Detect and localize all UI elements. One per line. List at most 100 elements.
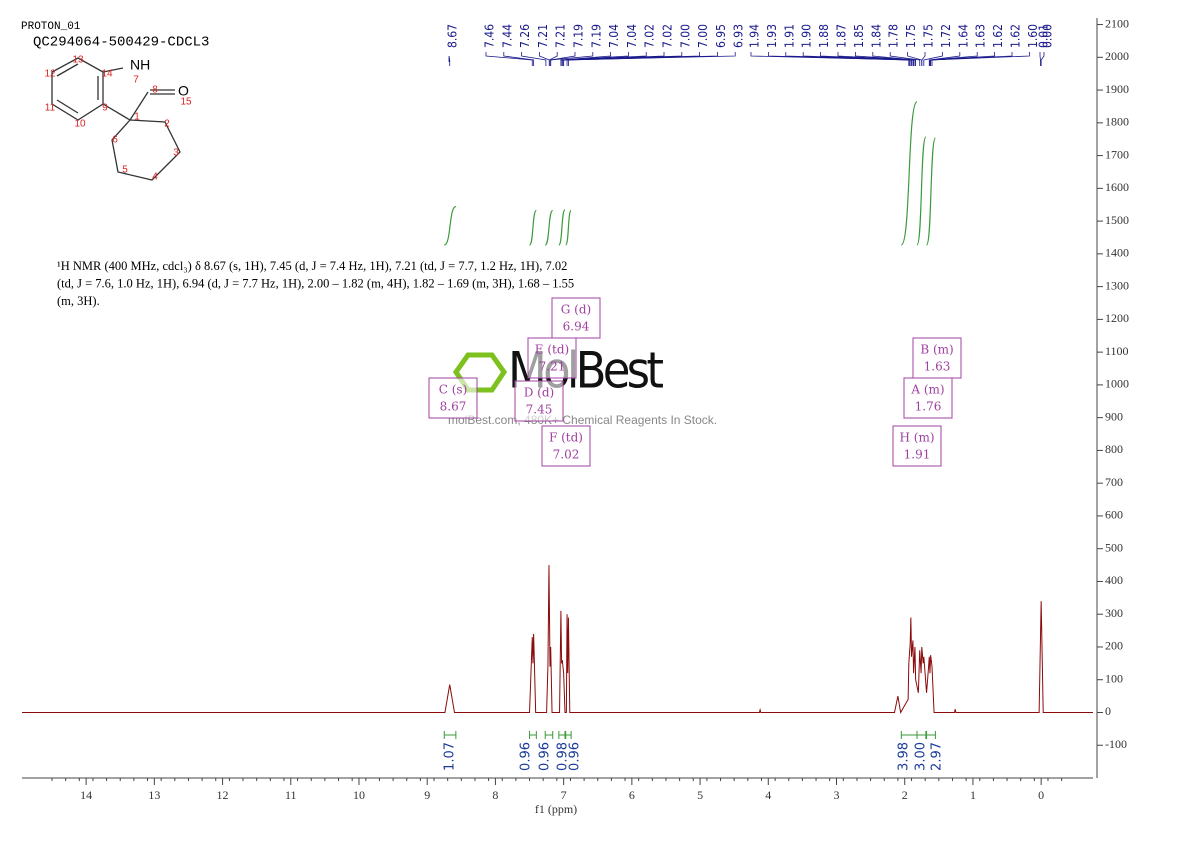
peak-label: 1.64 (956, 24, 970, 48)
x-tick-label: 1 (970, 788, 976, 802)
peak-label: 7.02 (661, 24, 675, 48)
y-tick-label: 1200 (1105, 311, 1129, 325)
peak-label: 1.94 (748, 24, 762, 48)
atom-number: 15 (180, 97, 192, 108)
peak-connector (564, 52, 700, 66)
peak-label: 7.26 (518, 24, 532, 48)
integral-label: 0.96 (519, 742, 534, 771)
multiplet-label: B (m) (920, 343, 953, 357)
tagline: molBest.com, 480K+ Chemical Reagents In … (448, 413, 717, 427)
y-tick-label: 1300 (1105, 278, 1129, 292)
integral-bracket (901, 731, 917, 739)
integral-label: 3.00 (914, 742, 929, 771)
y-tick-label: 0 (1105, 704, 1111, 718)
y-tick-label: -100 (1105, 737, 1127, 751)
x-tick-label: 6 (629, 788, 635, 802)
peak-connector (931, 52, 1012, 66)
multiplet-label: H (m) (899, 431, 934, 445)
atom-number: 6 (112, 135, 118, 146)
x-tick-label: 4 (765, 788, 771, 802)
atom-number: 5 (122, 165, 128, 176)
integral-curve (917, 137, 926, 245)
atom-number: 10 (74, 119, 86, 130)
peak-label: 1.85 (852, 24, 866, 48)
peak-label: 1.93 (765, 24, 779, 48)
x-tick-label: 0 (1038, 788, 1044, 802)
integral-curve (530, 210, 537, 245)
atom-number: 12 (44, 69, 56, 80)
peak-label: 1.90 (800, 24, 814, 48)
structure-bonds (52, 58, 180, 180)
y-tick-label: 1000 (1105, 377, 1129, 391)
y-tick-label: 600 (1105, 508, 1123, 522)
integral-bracket (530, 731, 537, 739)
y-tick-label: 400 (1105, 573, 1123, 587)
integral-label: 1.07 (443, 742, 458, 771)
atom-number: 13 (72, 55, 84, 66)
atom-number: 3 (173, 148, 179, 159)
y-tick-label: 200 (1105, 639, 1123, 653)
integral-label: 0.96 (538, 742, 553, 771)
peak-label: 7.21 (536, 24, 550, 48)
peak-label: 1.87 (835, 24, 849, 48)
peak-connector (932, 52, 1029, 66)
description-line: (m, 3H). (57, 294, 100, 308)
multiplet-shift: 6.94 (563, 320, 590, 334)
atom-number: 2 (164, 119, 170, 130)
integral-bracket (566, 731, 571, 739)
multiplet-label: C (s) (439, 383, 468, 397)
integral-curve (901, 102, 917, 245)
y-tick-label: 300 (1105, 606, 1123, 620)
atom-number: 1 (134, 112, 140, 123)
y-tick-label: 2000 (1105, 49, 1129, 63)
peak-label: 7.44 (500, 24, 514, 48)
integral-curve (927, 138, 936, 245)
peak-label: 7.00 (696, 24, 710, 48)
x-tick-label: 12 (217, 788, 229, 802)
x-tick-label: 10 (353, 788, 365, 802)
y-tick-label: 800 (1105, 442, 1123, 456)
peak-label: 6.93 (732, 24, 746, 48)
y-tick-label: 1500 (1105, 213, 1129, 227)
peak-label: 1.78 (887, 24, 901, 48)
multiplet-shift: 7.45 (526, 403, 553, 417)
integral-curve (444, 206, 456, 245)
y-tick-label: 1900 (1105, 82, 1129, 96)
integral-curve (559, 210, 565, 245)
peak-label: 7.04 (625, 24, 639, 48)
peak-label: 1.84 (869, 24, 883, 48)
peak-label: 1.62 (991, 24, 1005, 48)
peak-connector (1041, 52, 1044, 66)
atom-number: 8 (152, 85, 158, 96)
atom-label: NH (130, 57, 150, 73)
y-tick-label: 900 (1105, 409, 1123, 423)
x-tick-label: 9 (424, 788, 430, 802)
y-tick-label: 1600 (1105, 180, 1129, 194)
peak-label: 7.21 (554, 24, 568, 48)
y-tick-label: 1100 (1105, 344, 1129, 358)
multiplet-shift: 1.91 (904, 448, 931, 462)
peak-label: 7.02 (643, 24, 657, 48)
multiplet-label: F (td) (549, 431, 583, 445)
y-tick-label: 1800 (1105, 115, 1129, 129)
multiplet-label: D (d) (524, 386, 554, 400)
y-tick-label: 1700 (1105, 147, 1129, 161)
peak-connector (567, 52, 717, 66)
y-tick-label: 2100 (1105, 16, 1129, 30)
atom-number: 4 (152, 172, 158, 183)
x-tick-label: 13 (148, 788, 160, 802)
peak-connector (568, 52, 735, 66)
y-tick-label: 700 (1105, 475, 1123, 489)
x-tick-label: 7 (561, 788, 567, 802)
peak-label: 0.00 (1041, 24, 1055, 48)
integral-bracket (545, 731, 553, 739)
peak-label: 1.63 (974, 24, 988, 48)
x-tick-label: 2 (902, 788, 908, 802)
peak-label: 1.88 (817, 24, 831, 48)
sample-name: QC294064-500429-CDCL3 (33, 35, 209, 51)
x-tick-label: 8 (492, 788, 498, 802)
multiplet-shift: 1.76 (915, 400, 942, 414)
multiplet-shift: 7.21 (539, 360, 566, 374)
x-tick-label: 3 (834, 788, 840, 802)
